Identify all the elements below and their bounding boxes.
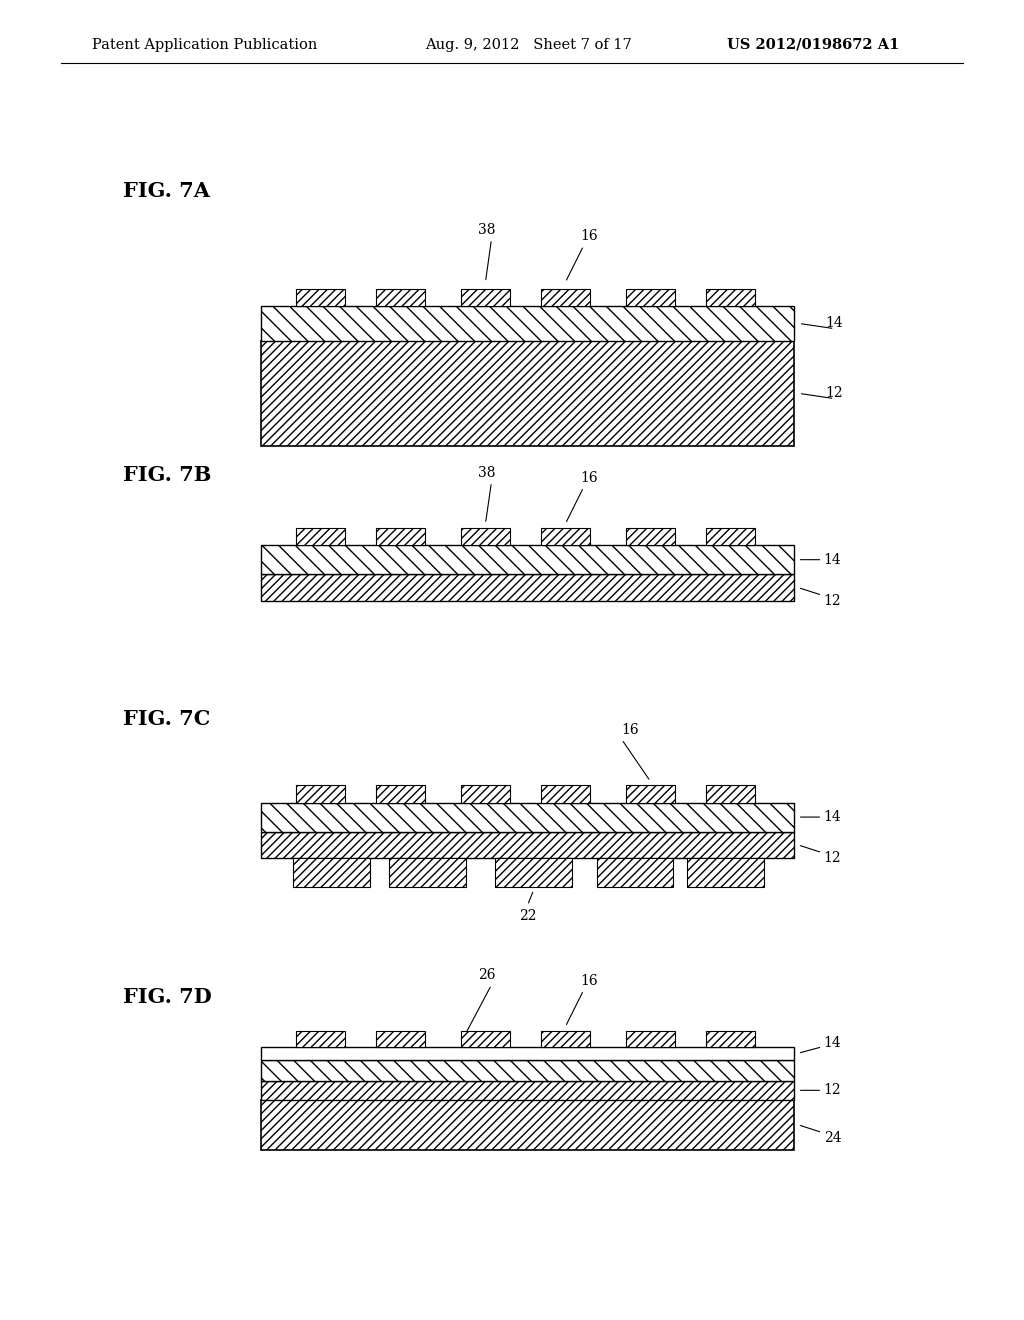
Bar [293, 858, 370, 887]
Bar [706, 528, 755, 545]
Bar [261, 803, 794, 832]
Bar [296, 528, 345, 545]
Text: 12: 12 [823, 1084, 842, 1097]
Text: 12: 12 [823, 594, 842, 607]
Text: 16: 16 [621, 723, 639, 737]
Text: 16: 16 [580, 974, 598, 987]
Bar [541, 289, 590, 306]
Bar [626, 528, 675, 545]
Bar [541, 785, 590, 803]
Text: 26: 26 [477, 969, 496, 982]
Bar [687, 858, 764, 887]
Bar [261, 1081, 794, 1100]
Text: 38: 38 [477, 223, 496, 236]
Text: 14: 14 [823, 553, 842, 566]
Bar [706, 785, 755, 803]
Text: FIG. 7D: FIG. 7D [123, 986, 212, 1007]
Bar [496, 858, 572, 887]
Bar [376, 785, 425, 803]
Bar [261, 1100, 794, 1150]
Bar [706, 289, 755, 306]
Text: 14: 14 [825, 317, 844, 330]
Bar [706, 1031, 755, 1047]
Bar [461, 1031, 510, 1047]
Bar [461, 785, 510, 803]
Bar [376, 1031, 425, 1047]
Text: 14: 14 [823, 810, 842, 824]
Bar [296, 289, 345, 306]
Bar [461, 289, 510, 306]
Text: 16: 16 [580, 471, 598, 484]
Bar [541, 1031, 590, 1047]
Bar [626, 1031, 675, 1047]
Text: 38: 38 [477, 466, 496, 479]
Bar [626, 785, 675, 803]
Text: 12: 12 [825, 387, 844, 400]
Text: FIG. 7B: FIG. 7B [123, 465, 211, 486]
Text: Patent Application Publication: Patent Application Publication [92, 38, 317, 51]
Bar [461, 528, 510, 545]
Bar [376, 289, 425, 306]
Bar [261, 306, 794, 341]
Bar [626, 289, 675, 306]
Bar [261, 1060, 794, 1081]
Bar [296, 785, 345, 803]
Text: 16: 16 [580, 230, 598, 243]
Text: Aug. 9, 2012   Sheet 7 of 17: Aug. 9, 2012 Sheet 7 of 17 [425, 38, 632, 51]
Text: US 2012/0198672 A1: US 2012/0198672 A1 [727, 38, 899, 51]
Bar [296, 1031, 345, 1047]
Text: 24: 24 [823, 1131, 842, 1144]
Text: 22: 22 [518, 909, 537, 923]
Text: FIG. 7C: FIG. 7C [123, 709, 210, 730]
Bar [389, 858, 466, 887]
Bar [261, 1047, 794, 1060]
Bar [261, 832, 794, 858]
Bar [597, 858, 674, 887]
Bar [261, 574, 794, 601]
Text: 12: 12 [823, 851, 842, 865]
Bar [261, 341, 794, 446]
Text: FIG. 7A: FIG. 7A [123, 181, 210, 202]
Bar [376, 528, 425, 545]
Bar [261, 545, 794, 574]
Bar [541, 528, 590, 545]
Text: 14: 14 [823, 1036, 842, 1049]
